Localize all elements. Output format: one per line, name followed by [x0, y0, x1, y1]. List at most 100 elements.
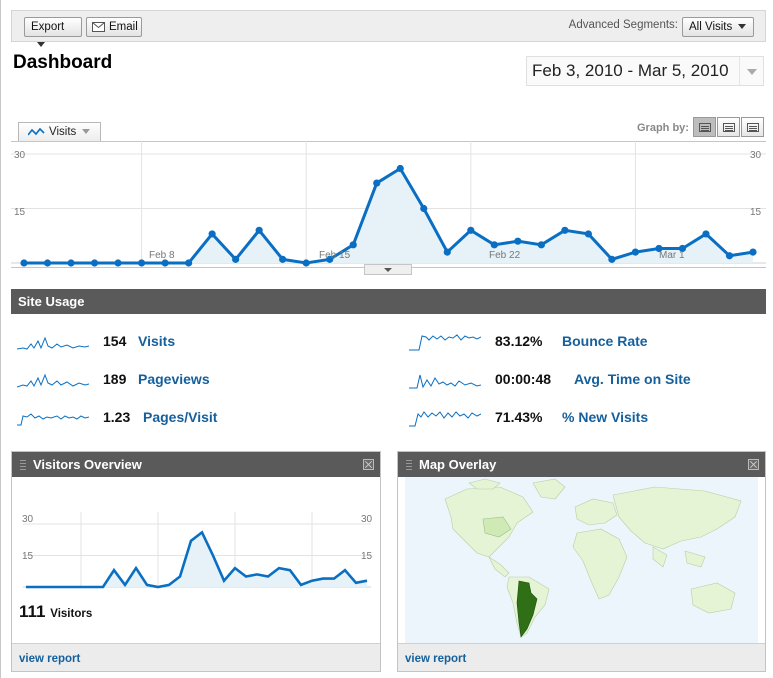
data-point: [302, 259, 310, 267]
area-fill: [24, 168, 753, 263]
sparkline-bounce-rate: [409, 334, 481, 351]
sparkline-pages-visit: [17, 413, 89, 426]
site-usage-header: Site Usage: [11, 289, 766, 314]
graph-tab-label: Visits: [49, 126, 77, 138]
data-point: [655, 244, 663, 253]
data-point: [161, 259, 169, 267]
data-point: [67, 259, 75, 267]
metric-value: 00:00:48: [495, 371, 552, 387]
data-point: [584, 230, 592, 238]
segments-select[interactable]: All Visits: [682, 17, 754, 37]
y-tick-mid-right: 15: [361, 551, 373, 562]
date-range-picker[interactable]: Feb 3, 2010 - Mar 5, 2010: [526, 56, 764, 86]
panel-footer: view report: [12, 643, 380, 671]
close-icon[interactable]: [748, 459, 759, 470]
data-point: [514, 237, 522, 245]
data-point: [373, 179, 381, 187]
visits-chart: [11, 141, 766, 267]
sparkline-new-visits: [409, 411, 481, 427]
top-toolbar: Export Email Advanced Segments: All Visi…: [11, 10, 766, 48]
page-title: Dashboard: [13, 52, 113, 73]
metric-value: 83.12%: [495, 333, 543, 349]
y-tick-top-left: 30: [22, 514, 34, 525]
graph-by-label: Graph by:: [637, 122, 689, 134]
data-point: [90, 259, 99, 267]
data-point: [443, 248, 451, 256]
data-point: [185, 259, 193, 267]
metric-avg-time: 00:00:48 Avg. Time on Site: [409, 370, 764, 390]
map-overlay-header[interactable]: Map Overlay: [398, 452, 765, 477]
data-point: [279, 255, 287, 263]
close-icon[interactable]: [363, 459, 374, 470]
metric-link-pages-visit[interactable]: Pages/Visit: [143, 409, 218, 425]
email-envelope-icon: [92, 22, 105, 32]
view-report-link[interactable]: view report: [405, 653, 467, 665]
panel-title: Map Overlay: [419, 457, 497, 472]
export-label: Export: [31, 21, 65, 33]
visitors-count: 111 Visitors: [19, 602, 92, 622]
y-tick-top-right: 30: [361, 514, 373, 525]
chart-collapse-handle[interactable]: [364, 264, 412, 275]
data-point: [208, 230, 216, 238]
data-point: [232, 255, 240, 263]
visitors-chart: [23, 512, 371, 589]
data-point: [678, 244, 687, 253]
area-fill: [26, 532, 367, 587]
date-range-text: Feb 3, 2010 - Mar 5, 2010: [532, 61, 729, 80]
metric-new-visits: 71.43% % New Visits: [409, 408, 764, 428]
metric-link-pageviews[interactable]: Pageviews: [138, 371, 210, 387]
chart-line-icon: [28, 127, 45, 136]
y-tick-top-right: 30: [750, 150, 762, 161]
world-map[interactable]: [405, 477, 758, 645]
data-point: [43, 259, 52, 267]
series-line: [26, 530, 368, 589]
metric-link-avg-time[interactable]: Avg. Time on Site: [574, 371, 691, 387]
metric-link-bounce-rate[interactable]: Bounce Rate: [562, 333, 648, 349]
dropdown-caret-icon: [82, 129, 91, 135]
data-point: [420, 204, 428, 213]
metric-link-visits[interactable]: Visits: [138, 333, 176, 349]
metric-visits: 154 Visits: [17, 332, 377, 352]
series-line: [24, 166, 754, 265]
visitors-count-label: Visitors: [50, 608, 93, 620]
y-tick-mid-left: 15: [14, 207, 26, 218]
view-report-link[interactable]: view report: [19, 653, 81, 665]
segments-value: All Visits: [689, 21, 733, 33]
metric-bounce-rate: 83.12% Bounce Rate: [409, 332, 764, 352]
data-point: [137, 259, 146, 267]
graph-week-icon[interactable]: [717, 117, 740, 137]
data-point: [396, 164, 404, 173]
graph-month-icon[interactable]: [741, 117, 764, 137]
grip-icon[interactable]: [406, 460, 412, 470]
metric-link-new-visits[interactable]: % New Visits: [562, 409, 649, 425]
metric-value: 189: [103, 371, 127, 387]
data-point: [608, 255, 616, 263]
visitors-overview-header[interactable]: Visitors Overview: [12, 452, 380, 477]
data-point: [467, 226, 475, 234]
grip-icon[interactable]: [20, 460, 26, 470]
dropdown-caret-icon: [738, 24, 747, 30]
metric-pageviews: 189 Pageviews: [17, 370, 377, 390]
visitors-overview-panel: Visitors Overview 30 15 30 15 111 Visito…: [11, 451, 381, 672]
advanced-segments-label: Advanced Segments:: [568, 19, 678, 31]
graph-metric-tab[interactable]: Visits: [18, 122, 101, 142]
y-tick-mid-left: 15: [22, 551, 34, 562]
data-point: [631, 248, 640, 256]
dropdown-caret-icon: [37, 42, 45, 48]
export-button[interactable]: Export: [24, 17, 82, 48]
graph-day-icon[interactable]: [693, 117, 716, 137]
map-overlay-panel: Map Overlay: [397, 451, 766, 672]
metric-pages-visit: 1.23 Pages/Visit: [17, 408, 377, 428]
metric-value: 1.23: [103, 409, 131, 425]
sparkline-avg-time: [409, 374, 481, 389]
panel-footer: view report: [398, 643, 765, 671]
email-button[interactable]: Email: [86, 17, 142, 37]
date-dropdown-button[interactable]: [739, 57, 763, 85]
data-point: [725, 252, 734, 260]
x-tick-label: Feb 22: [489, 250, 521, 261]
metric-value: 71.43%: [495, 409, 543, 425]
data-point: [702, 230, 710, 238]
x-tick-label: Feb 15: [319, 250, 351, 261]
email-label: Email: [109, 21, 138, 33]
